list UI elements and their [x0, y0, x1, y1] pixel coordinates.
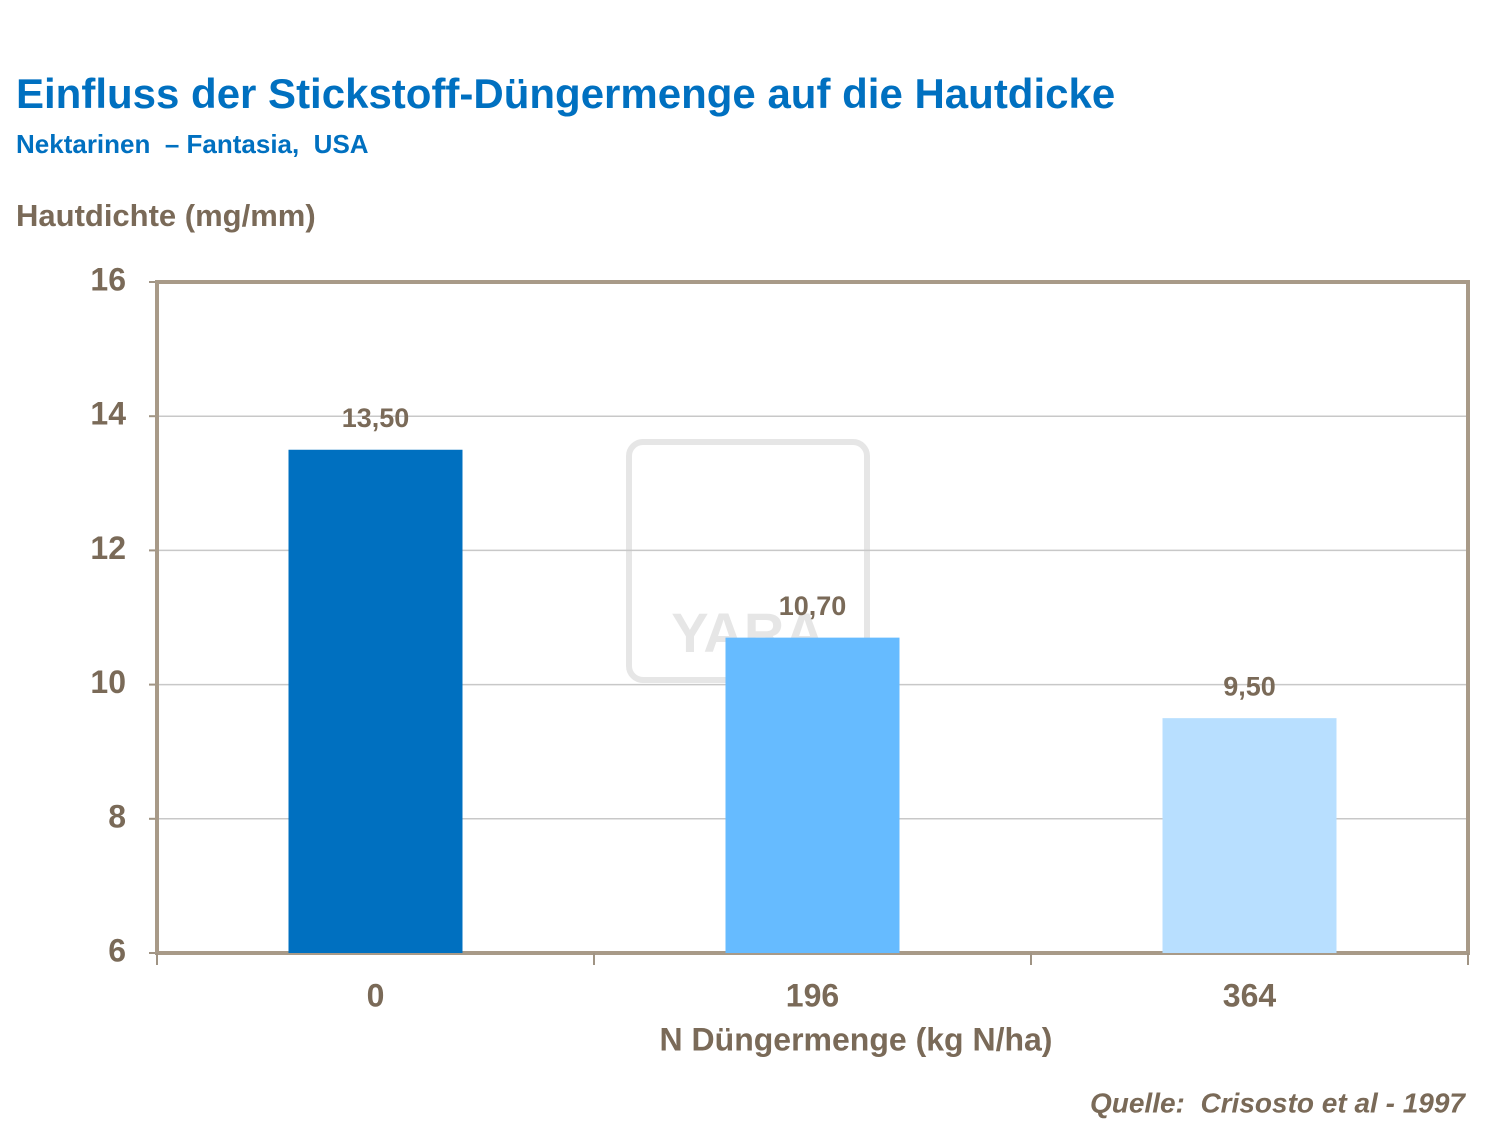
chart-subtitle: Nektarinen – Fantasia, USA [16, 129, 369, 159]
chart-title: Einfluss der Stickstoff-Düngermenge auf … [16, 70, 1115, 117]
x-tick-label: 364 [1223, 977, 1277, 1013]
x-axis-label: N Düngermenge (kg N/ha) [660, 1021, 1053, 1057]
y-tick-label: 6 [108, 932, 126, 968]
x-tick-label: 0 [367, 977, 385, 1013]
source-note: Quelle: Crisosto et al - 1997 [1090, 1087, 1466, 1118]
y-tick-label: 16 [90, 261, 126, 297]
value-label: 13,50 [342, 403, 410, 433]
x-tick-label: 196 [786, 977, 839, 1013]
bar [725, 637, 900, 953]
y-axis-label: Hautdichte (mg/mm) [16, 198, 316, 233]
value-label: 9,50 [1223, 671, 1276, 701]
y-tick-label: 14 [90, 396, 126, 432]
value-label: 10,70 [779, 591, 847, 621]
y-tick-label: 12 [90, 530, 126, 566]
bar [288, 449, 463, 953]
bar [1162, 718, 1337, 953]
y-tick-label: 10 [90, 664, 126, 700]
y-tick-label: 8 [108, 798, 126, 834]
